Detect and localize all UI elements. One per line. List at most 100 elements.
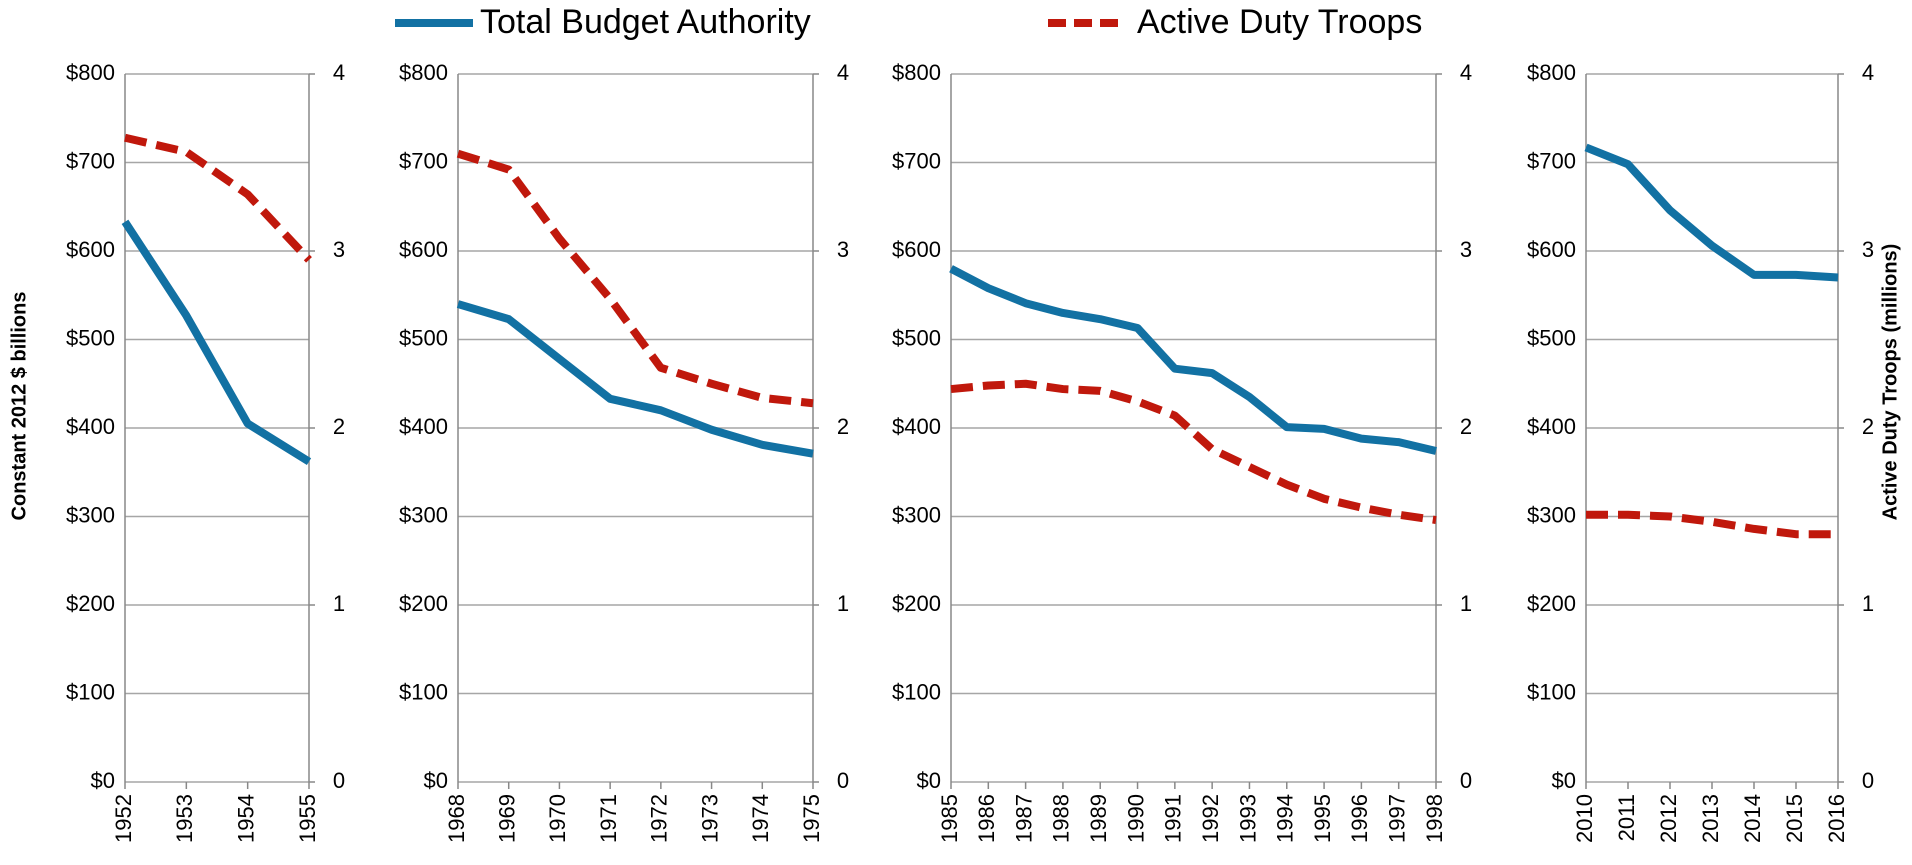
y-tick-label: $700: [66, 148, 115, 173]
x-tick-label: 2015: [1782, 794, 1807, 843]
x-tick-label: 1985: [937, 794, 962, 843]
y-tick-label: $400: [892, 414, 941, 439]
y-tick-label: $600: [892, 237, 941, 262]
y-tick-label: $600: [66, 237, 115, 262]
x-tick-label: 2010: [1572, 794, 1597, 843]
legend-label: Total Budget Authority: [480, 3, 811, 41]
y-tick-label: $400: [399, 414, 448, 439]
y-tick-label: $200: [892, 591, 941, 616]
y-tick-label: $500: [399, 325, 448, 350]
x-tick-label: 1992: [1198, 794, 1223, 843]
y-tick-label: $800: [66, 60, 115, 85]
x-tick-label: 1997: [1385, 794, 1410, 843]
y2-tick-label: 4: [333, 60, 345, 85]
y2-tick-label: 2: [837, 414, 849, 439]
y2-tick-label: 2: [1862, 414, 1874, 439]
x-tick-label: 1998: [1422, 794, 1447, 843]
y-tick-label: $300: [66, 502, 115, 527]
y-tick-label: $500: [1527, 325, 1576, 350]
y-tick-label: $0: [917, 768, 941, 793]
series-line: [1586, 510, 1838, 539]
y2-tick-label: 1: [333, 591, 345, 616]
y2-tick-label: 2: [1460, 414, 1472, 439]
x-tick-label: 1968: [444, 794, 469, 843]
x-tick-label: 1973: [697, 794, 722, 843]
y2-tick-label: 1: [837, 591, 849, 616]
x-tick-label: 1993: [1235, 794, 1260, 843]
y-tick-label: $300: [1527, 502, 1576, 527]
y-tick-label: $300: [892, 502, 941, 527]
y-tick-label: $600: [1527, 237, 1576, 262]
y-tick-label: $800: [892, 60, 941, 85]
y2-tick-label: 2: [333, 414, 345, 439]
y-tick-label: $800: [399, 60, 448, 85]
x-tick-label: 1989: [1086, 794, 1111, 843]
y2-axis-label: Active Duty Troops (millions): [1879, 244, 1901, 521]
x-tick-label: 1970: [545, 794, 570, 843]
y2-tick-label: 4: [837, 60, 849, 85]
y-tick-label: $200: [66, 591, 115, 616]
y-tick-label: $100: [399, 679, 448, 704]
x-tick-label: 1974: [748, 794, 773, 843]
series-line: [949, 265, 1437, 455]
x-tick-label: 1995: [1310, 794, 1335, 843]
y-tick-label: $500: [892, 325, 941, 350]
y2-tick-label: 0: [1460, 768, 1472, 793]
y-tick-label: $700: [399, 148, 448, 173]
x-tick-label: 1971: [596, 794, 621, 843]
x-tick-label: 2016: [1824, 794, 1849, 843]
y-tick-label: $600: [399, 237, 448, 262]
x-tick-label: 2014: [1740, 794, 1765, 843]
y2-tick-label: 1: [1862, 591, 1874, 616]
series-line: [1584, 143, 1839, 282]
x-tick-label: 2013: [1698, 794, 1723, 843]
x-tick-label: 1953: [172, 794, 197, 843]
y2-tick-label: 0: [837, 768, 849, 793]
x-tick-label: 1991: [1161, 794, 1186, 843]
y-tick-label: $400: [66, 414, 115, 439]
y2-tick-label: 0: [333, 768, 345, 793]
x-tick-label: 1975: [799, 794, 824, 843]
y-tick-label: $200: [1527, 591, 1576, 616]
legend-label: Active Duty Troops: [1137, 3, 1422, 41]
x-tick-label: 2012: [1656, 794, 1681, 843]
series-line: [124, 133, 312, 263]
x-tick-label: 1954: [233, 794, 258, 843]
y2-tick-label: 3: [333, 237, 345, 262]
y2-tick-label: 1: [1460, 591, 1472, 616]
series-line: [456, 149, 814, 408]
y2-tick-label: 4: [1460, 60, 1472, 85]
y-axis-label: Constant 2012 $ billions: [8, 292, 30, 521]
y-tick-label: $0: [424, 768, 448, 793]
y-tick-label: $800: [1527, 60, 1576, 85]
y-tick-label: $700: [892, 148, 941, 173]
series-line: [950, 379, 1437, 525]
x-tick-label: 1994: [1273, 794, 1298, 843]
y2-tick-label: 0: [1862, 768, 1874, 793]
x-tick-label: 1986: [974, 794, 999, 843]
series-line: [121, 219, 312, 466]
y-tick-label: $500: [66, 325, 115, 350]
y-tick-label: $0: [91, 768, 115, 793]
y-tick-label: $0: [1552, 768, 1576, 793]
x-tick-label: 1990: [1123, 794, 1148, 843]
x-tick-label: 1952: [111, 794, 136, 843]
y2-tick-label: 3: [1460, 237, 1472, 262]
series-line: [456, 300, 814, 458]
x-tick-label: 1987: [1011, 794, 1036, 843]
y-tick-label: $100: [892, 679, 941, 704]
y2-tick-label: 4: [1862, 60, 1874, 85]
x-tick-label: 1955: [295, 794, 320, 843]
y-tick-label: $300: [399, 502, 448, 527]
y-tick-label: $200: [399, 591, 448, 616]
y2-tick-label: 3: [1862, 237, 1874, 262]
x-tick-label: 1972: [647, 794, 672, 843]
y-tick-label: $100: [1527, 679, 1576, 704]
x-tick-label: 2011: [1614, 794, 1639, 841]
x-tick-label: 1996: [1347, 794, 1372, 843]
y2-tick-label: 3: [837, 237, 849, 262]
y-tick-label: $400: [1527, 414, 1576, 439]
y-tick-label: $100: [66, 679, 115, 704]
x-tick-label: 1969: [495, 794, 520, 843]
